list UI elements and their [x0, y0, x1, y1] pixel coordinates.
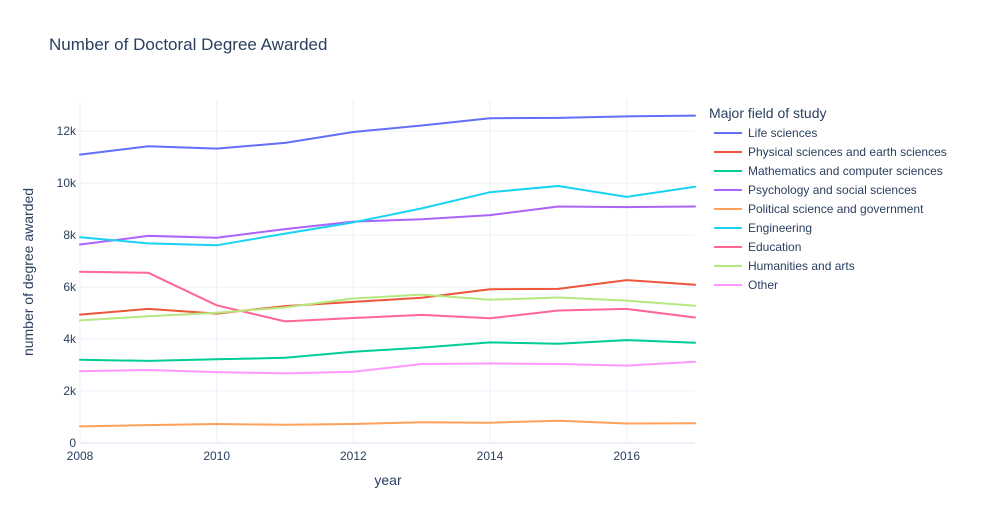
x-tick-label: 2008	[67, 449, 94, 463]
legend-label: Physical sciences and earth sciences	[748, 145, 947, 159]
series-line-6	[79, 270, 696, 323]
series-line-3	[79, 205, 696, 246]
legend-label: Humanities and arts	[748, 259, 855, 273]
legend-item[interactable]: Engineering	[714, 221, 812, 235]
legend-label: Engineering	[748, 221, 812, 235]
legend-item[interactable]: Mathematics and computer sciences	[714, 164, 943, 178]
y-tick-label: 2k	[63, 384, 77, 398]
legend-item[interactable]: Political science and government	[714, 202, 924, 216]
legend-label: Psychology and social sciences	[748, 183, 917, 197]
y-tick-label: 8k	[63, 228, 77, 242]
legend-label: Mathematics and computer sciences	[748, 164, 943, 178]
grid	[79, 100, 695, 444]
legend-label: Education	[748, 240, 801, 254]
plot-area	[79, 114, 696, 428]
y-tick-label: 6k	[63, 280, 77, 294]
legend-item[interactable]: Education	[714, 240, 801, 254]
legend: Major field of study Life sciences Physic…	[709, 105, 947, 292]
legend-item[interactable]: Physical sciences and earth sciences	[714, 145, 947, 159]
legend-label: Life sciences	[748, 126, 817, 140]
legend-label: Political science and government	[748, 202, 924, 216]
series-line-1	[79, 279, 696, 316]
x-tick-label: 2016	[613, 449, 640, 463]
x-tick-label: 2010	[203, 449, 230, 463]
y-tick-label: 4k	[63, 332, 77, 346]
series-line-5	[79, 185, 696, 247]
x-axis-ticks: 2008 2010 2012 2014 2016	[67, 449, 641, 463]
legend-title: Major field of study	[709, 105, 827, 121]
legend-item[interactable]: Humanities and arts	[714, 259, 855, 273]
legend-item[interactable]: Other	[714, 278, 778, 292]
legend-label: Other	[748, 278, 778, 292]
y-tick-label: 12k	[57, 124, 77, 138]
x-tick-label: 2012	[340, 449, 367, 463]
y-tick-label: 10k	[57, 176, 77, 190]
y-axis-ticks: 0 2k 4k 6k 8k 10k 12k	[57, 124, 77, 450]
legend-item[interactable]: Life sciences	[714, 126, 817, 140]
x-axis-title: year	[374, 472, 402, 488]
series-line-4	[79, 419, 696, 428]
series-line-7	[79, 293, 696, 322]
series-line-2	[79, 339, 696, 362]
series-line-0	[79, 114, 696, 156]
legend-item[interactable]: Psychology and social sciences	[714, 183, 917, 197]
x-tick-label: 2014	[477, 449, 504, 463]
y-tick-label: 0	[69, 436, 76, 450]
y-axis-title: number of degree awarded	[20, 188, 36, 356]
series-line-8	[79, 360, 696, 375]
chart-title: Number of Doctoral Degree Awarded	[49, 35, 327, 54]
